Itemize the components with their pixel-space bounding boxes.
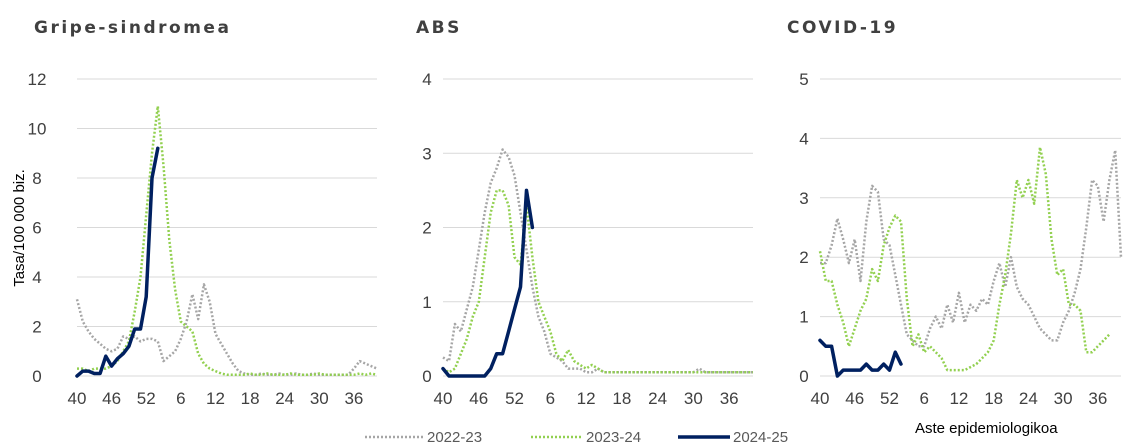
series-line-2023-24 (818, 146, 1111, 372)
series-line-2024-25 (441, 188, 535, 378)
legend: 2022-23 2023-24 2024-25 (365, 429, 788, 446)
y-tick-label: 0 (32, 367, 41, 386)
series-line-2022-23 (820, 149, 1123, 348)
x-tick-label: 18 (612, 389, 631, 408)
y-tick-label: 10 (28, 120, 47, 139)
x-tick-label: 24 (1019, 389, 1038, 408)
panel-title-gripe: Gripe-sindromea (34, 18, 231, 38)
series-line-2023-24 (442, 189, 753, 374)
y-tick-label: 1 (799, 308, 808, 327)
y-tick-label: 2 (32, 318, 41, 337)
x-tick-label: 36 (344, 389, 363, 408)
x-tick-label: 46 (845, 389, 864, 408)
x-tick-label: 30 (684, 389, 703, 408)
y-tick-label: 3 (799, 189, 808, 208)
series-line-2022-23 (442, 148, 753, 374)
x-tick-label: 52 (505, 389, 524, 408)
y-tick-label: 2 (799, 248, 808, 267)
y-tick-label: 0 (799, 367, 808, 386)
y-tick-label: 4 (799, 129, 808, 148)
series-line-2022-23 (75, 283, 378, 377)
x-tick-label: 12 (577, 389, 596, 408)
x-tick-label: 52 (880, 389, 899, 408)
panel-title-covid: COVID-19 (787, 18, 898, 38)
x-tick-label: 46 (469, 389, 488, 408)
y-tick-label: 4 (422, 70, 431, 89)
x-axis-label: Aste epidemiologikoa (915, 420, 1058, 437)
x-tick-label: 18 (984, 389, 1003, 408)
x-tick-label: 24 (275, 389, 294, 408)
x-tick-label: 12 (206, 389, 225, 408)
y-tick-label: 8 (32, 169, 41, 188)
x-tick-label: 46 (102, 389, 121, 408)
y-tick-label: 3 (422, 144, 431, 163)
x-tick-label: 40 (811, 389, 830, 408)
x-tick-label: 18 (241, 389, 260, 408)
x-tick-label: 36 (1088, 389, 1107, 408)
y-tick-label: 2 (422, 219, 431, 238)
series-line-2023-24 (77, 104, 378, 377)
legend-label-2024-25: 2024-25 (733, 429, 788, 446)
y-axis-label: Tasa/100 000 biz. (11, 169, 28, 287)
x-tick-label: 6 (546, 389, 555, 408)
x-tick-label: 36 (720, 389, 739, 408)
x-tick-label: 52 (137, 389, 156, 408)
x-tick-label: 12 (949, 389, 968, 408)
y-tick-label: 6 (32, 219, 41, 238)
legend-label-2023-24: 2023-24 (586, 429, 641, 446)
x-tick-label: 6 (919, 389, 928, 408)
x-tick-label: 30 (1054, 389, 1073, 408)
y-tick-label: 1 (422, 293, 431, 312)
y-tick-label: 4 (32, 268, 41, 287)
x-tick-label: 30 (310, 389, 329, 408)
series-line-2024-25 (75, 146, 160, 378)
x-tick-label: 40 (68, 389, 87, 408)
x-tick-label: 24 (648, 389, 667, 408)
legend-label-2022-23: 2022-23 (427, 429, 482, 446)
panel-title-abs: ABS (416, 18, 462, 38)
y-tick-label: 0 (422, 367, 431, 386)
x-tick-label: 40 (434, 389, 453, 408)
series-line-2024-25 (818, 338, 903, 378)
x-tick-label: 6 (176, 389, 185, 408)
y-tick-label: 5 (799, 70, 808, 89)
y-tick-label: 12 (28, 70, 47, 89)
